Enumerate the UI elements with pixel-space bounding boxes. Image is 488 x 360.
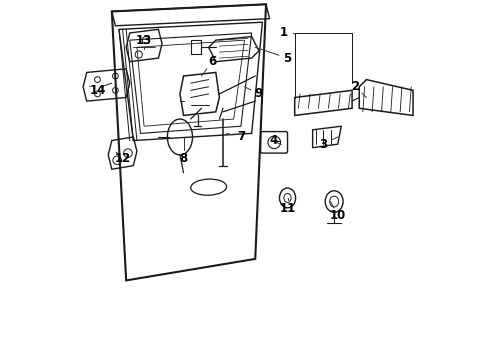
Text: 9: 9 bbox=[254, 87, 263, 100]
Text: 11: 11 bbox=[279, 202, 295, 215]
Text: 2: 2 bbox=[351, 80, 359, 93]
Text: 6: 6 bbox=[208, 55, 216, 68]
Text: 13: 13 bbox=[136, 33, 152, 47]
Text: 1: 1 bbox=[279, 27, 287, 40]
Text: 7: 7 bbox=[236, 130, 244, 144]
Text: 12: 12 bbox=[114, 152, 130, 165]
Text: 5: 5 bbox=[283, 51, 291, 64]
Text: 10: 10 bbox=[329, 210, 345, 222]
Text: 14: 14 bbox=[89, 84, 105, 97]
Text: 4: 4 bbox=[268, 134, 277, 147]
Text: 3: 3 bbox=[319, 138, 327, 150]
Text: 8: 8 bbox=[179, 152, 187, 165]
